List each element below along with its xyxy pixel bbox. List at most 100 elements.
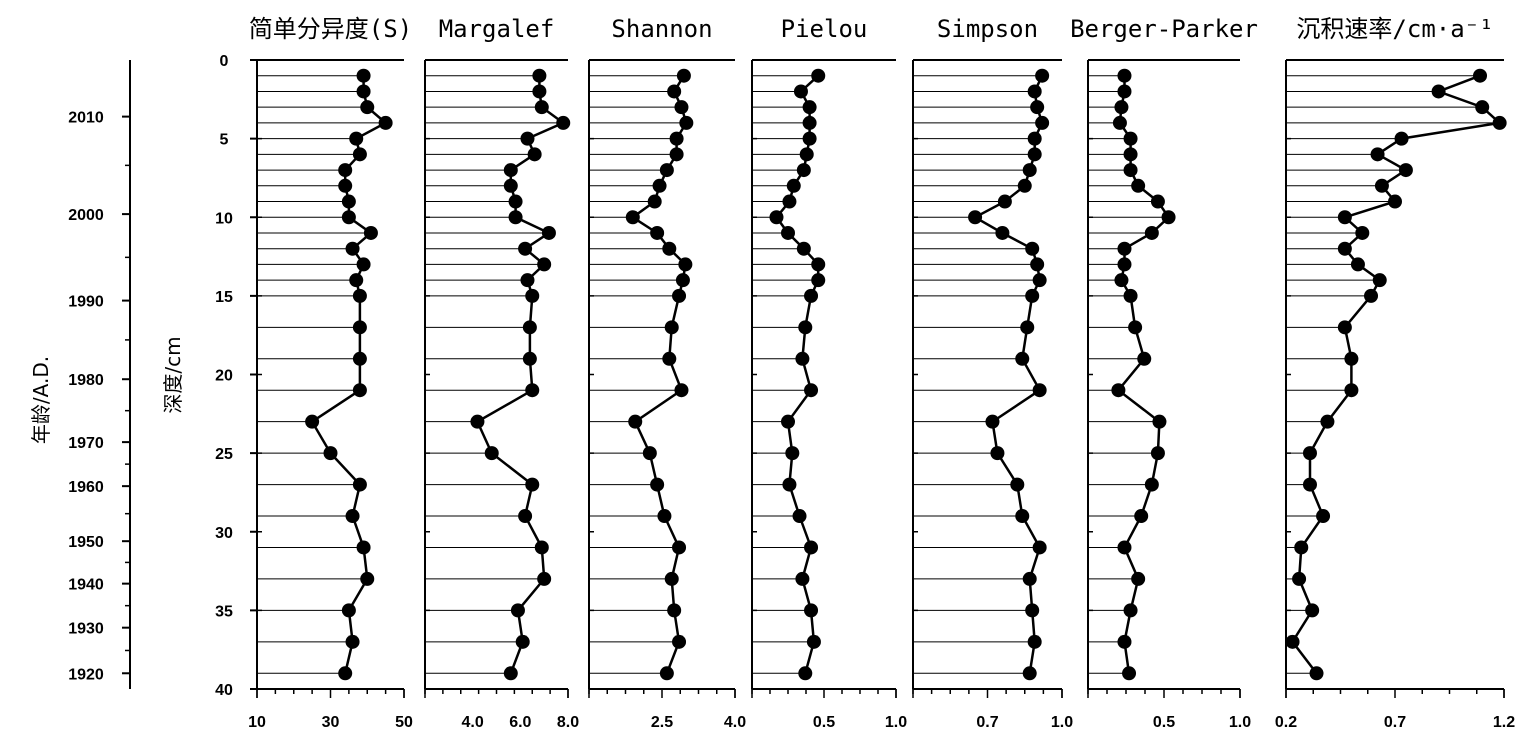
x-tick-label: 0.7 — [976, 714, 998, 731]
data-point — [1117, 84, 1132, 99]
data-point — [662, 241, 677, 256]
data-point — [1022, 163, 1037, 178]
data-point — [1372, 273, 1387, 288]
data-point — [650, 477, 665, 492]
data-point — [356, 68, 371, 83]
data-point — [669, 131, 684, 146]
panel-title: Shannon — [611, 15, 712, 43]
data-point — [1150, 446, 1165, 461]
data-point — [338, 178, 353, 193]
data-point — [345, 509, 360, 524]
data-point — [659, 163, 674, 178]
age-tick-label: 2010 — [68, 110, 104, 127]
data-point — [1344, 383, 1359, 398]
data-point — [802, 100, 817, 115]
data-point — [678, 257, 693, 272]
data-point — [518, 241, 533, 256]
data-point — [508, 210, 523, 225]
data-point — [1398, 163, 1413, 178]
data-point — [1302, 477, 1317, 492]
data-point — [1027, 634, 1042, 649]
age-tick-label: 1980 — [68, 372, 104, 389]
data-point — [470, 414, 485, 429]
series-line — [1290, 74, 1503, 675]
panel-title: Margalef — [439, 15, 555, 43]
data-point — [352, 383, 367, 398]
series-line — [475, 75, 566, 674]
data-point — [1022, 666, 1037, 681]
data-point — [1431, 84, 1446, 99]
data-point — [484, 446, 499, 461]
data-point — [1337, 210, 1352, 225]
x-tick-label: 50 — [395, 714, 413, 731]
data-point — [341, 603, 356, 618]
data-point — [1350, 257, 1365, 272]
data-point — [1152, 414, 1167, 429]
panel-3: Shannon 2.5 4.0 — [588, 15, 746, 731]
data-point — [1473, 68, 1488, 83]
data-point — [1128, 320, 1143, 335]
data-point — [349, 131, 364, 146]
data-point — [628, 414, 643, 429]
data-point — [664, 571, 679, 586]
data-point — [534, 100, 549, 115]
panel-title: Berger-Parker — [1070, 15, 1258, 43]
data-point — [674, 383, 689, 398]
depth-tick-label: 15 — [215, 289, 233, 306]
data-point — [674, 100, 689, 115]
data-point — [990, 446, 1005, 461]
data-point — [1144, 477, 1159, 492]
data-point — [520, 131, 535, 146]
depth-tick-label: 10 — [215, 210, 233, 227]
data-point — [811, 68, 826, 83]
data-point — [650, 225, 665, 240]
depth-axis-label: 深度/cm — [161, 336, 185, 413]
data-point — [1337, 320, 1352, 335]
data-point — [995, 225, 1010, 240]
data-point — [642, 446, 657, 461]
panel-2: Margalef 4.0 6.0 8.0 — [424, 15, 579, 731]
data-point — [968, 210, 983, 225]
data-point — [1364, 288, 1379, 303]
data-point — [1032, 273, 1047, 288]
age-tick-label: 2000 — [68, 207, 104, 224]
data-point — [537, 257, 552, 272]
data-point — [1025, 241, 1040, 256]
data-point — [1117, 540, 1132, 555]
panel-4: Pielou 0.5 1.0 — [751, 15, 907, 731]
age-tick-label: 1930 — [68, 621, 104, 638]
data-point — [1114, 100, 1129, 115]
data-point — [652, 178, 667, 193]
data-point — [796, 241, 811, 256]
data-point — [1337, 241, 1352, 256]
data-point — [782, 477, 797, 492]
data-point — [356, 540, 371, 555]
data-point — [1027, 84, 1042, 99]
data-point — [1122, 666, 1137, 681]
x-tick-label: 6.0 — [509, 714, 531, 731]
data-point — [341, 210, 356, 225]
x-tick-label: 30 — [322, 714, 340, 731]
x-tick-label: 0.5 — [813, 714, 835, 731]
data-point — [664, 320, 679, 335]
data-point — [503, 163, 518, 178]
x-tick-label: 0.2 — [1275, 714, 1297, 731]
panel-title: Pielou — [781, 15, 868, 43]
data-point — [647, 194, 662, 209]
data-point — [1112, 115, 1127, 130]
data-point — [669, 147, 684, 162]
data-point — [525, 477, 540, 492]
x-tick-label: 4.0 — [724, 714, 746, 731]
panel-title: 沉积速率/cm·a⁻¹ — [1296, 15, 1493, 43]
data-point — [804, 288, 819, 303]
x-tick-label: 1.2 — [1493, 714, 1515, 731]
data-point — [804, 603, 819, 618]
data-point — [1285, 634, 1300, 649]
data-point — [1114, 273, 1129, 288]
data-point — [352, 147, 367, 162]
data-point — [305, 414, 320, 429]
data-point — [985, 414, 1000, 429]
data-point — [1370, 147, 1385, 162]
x-tick-label: 10 — [248, 714, 266, 731]
